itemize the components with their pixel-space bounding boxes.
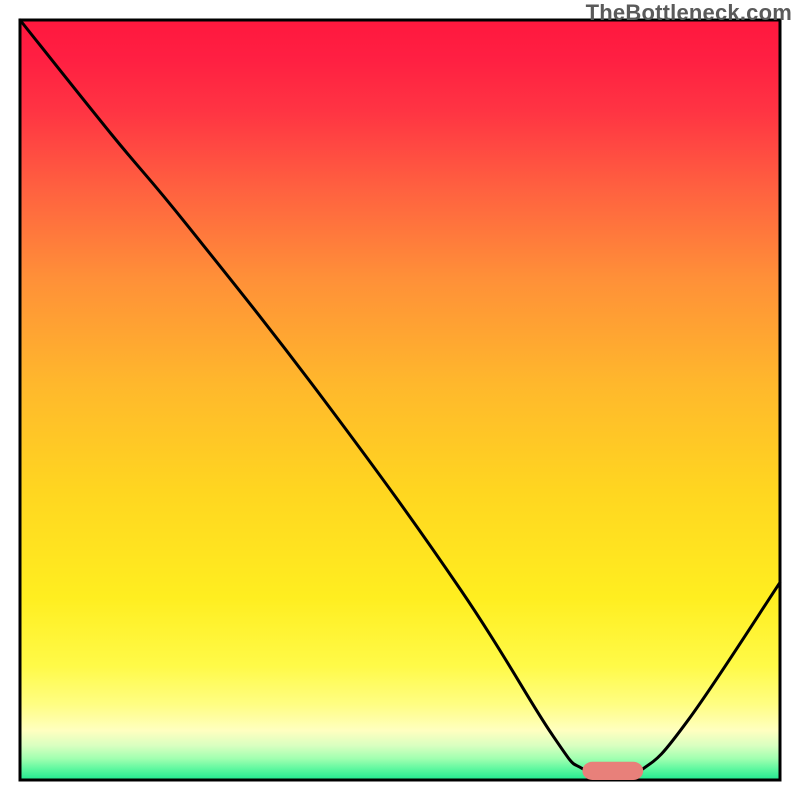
optimal-marker	[582, 762, 643, 780]
chart-background	[20, 20, 780, 780]
bottleneck-chart	[0, 0, 800, 800]
watermark-text: TheBottleneck.com	[586, 0, 792, 26]
chart-container: TheBottleneck.com	[0, 0, 800, 800]
